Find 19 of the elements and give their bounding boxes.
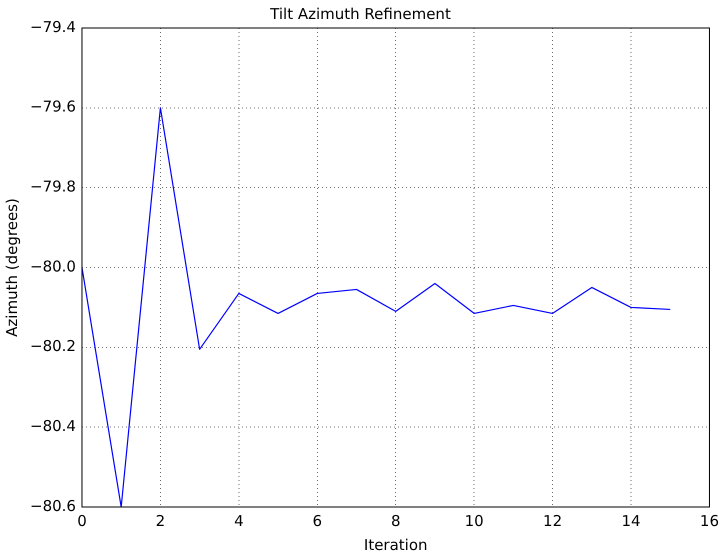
x-tick-label: 10	[464, 512, 484, 530]
x-tick-label: 4	[234, 512, 244, 530]
x-tick-label: 12	[543, 512, 562, 530]
x-tick-label: 14	[621, 512, 641, 530]
x-tick-label: 2	[156, 512, 166, 530]
x-tick-label: 16	[700, 512, 720, 530]
y-axis-title: Azimuth (degrees)	[2, 198, 21, 337]
y-tick-label: −80.6	[30, 496, 76, 515]
y-tick-label: −79.8	[30, 178, 76, 196]
x-axis-title: Iteration	[364, 536, 428, 554]
x-tick-label: 6	[312, 512, 322, 530]
y-tick-label: −80.2	[30, 337, 76, 356]
x-tick-label: 8	[390, 512, 400, 530]
y-tick-label: −80.4	[30, 417, 76, 436]
chart-title: Tilt Azimuth Refinement	[269, 4, 451, 23]
y-tick-label: −79.6	[30, 98, 76, 116]
x-tick-label: 0	[77, 512, 87, 530]
y-tick-label: −80.0	[30, 257, 76, 276]
y-tick-label: −79.4	[30, 18, 76, 36]
